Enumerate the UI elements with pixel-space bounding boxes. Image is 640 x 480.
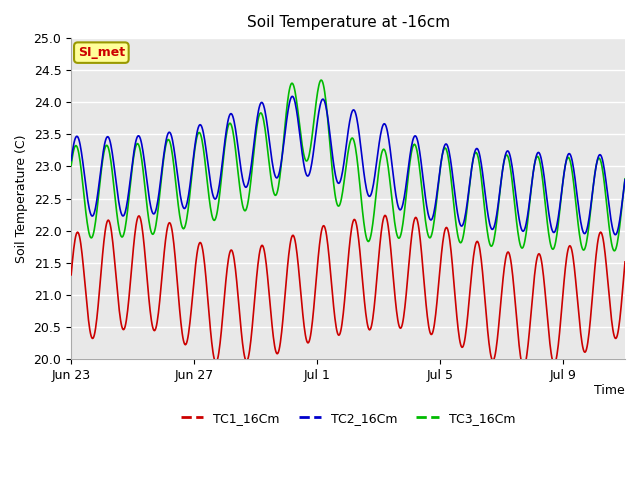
Text: SI_met: SI_met [78,46,125,59]
Legend: TC1_16Cm, TC2_16Cm, TC3_16Cm: TC1_16Cm, TC2_16Cm, TC3_16Cm [176,407,520,430]
Y-axis label: Soil Temperature (C): Soil Temperature (C) [15,134,28,263]
X-axis label: Time: Time [595,384,625,397]
Title: Soil Temperature at -16cm: Soil Temperature at -16cm [246,15,450,30]
